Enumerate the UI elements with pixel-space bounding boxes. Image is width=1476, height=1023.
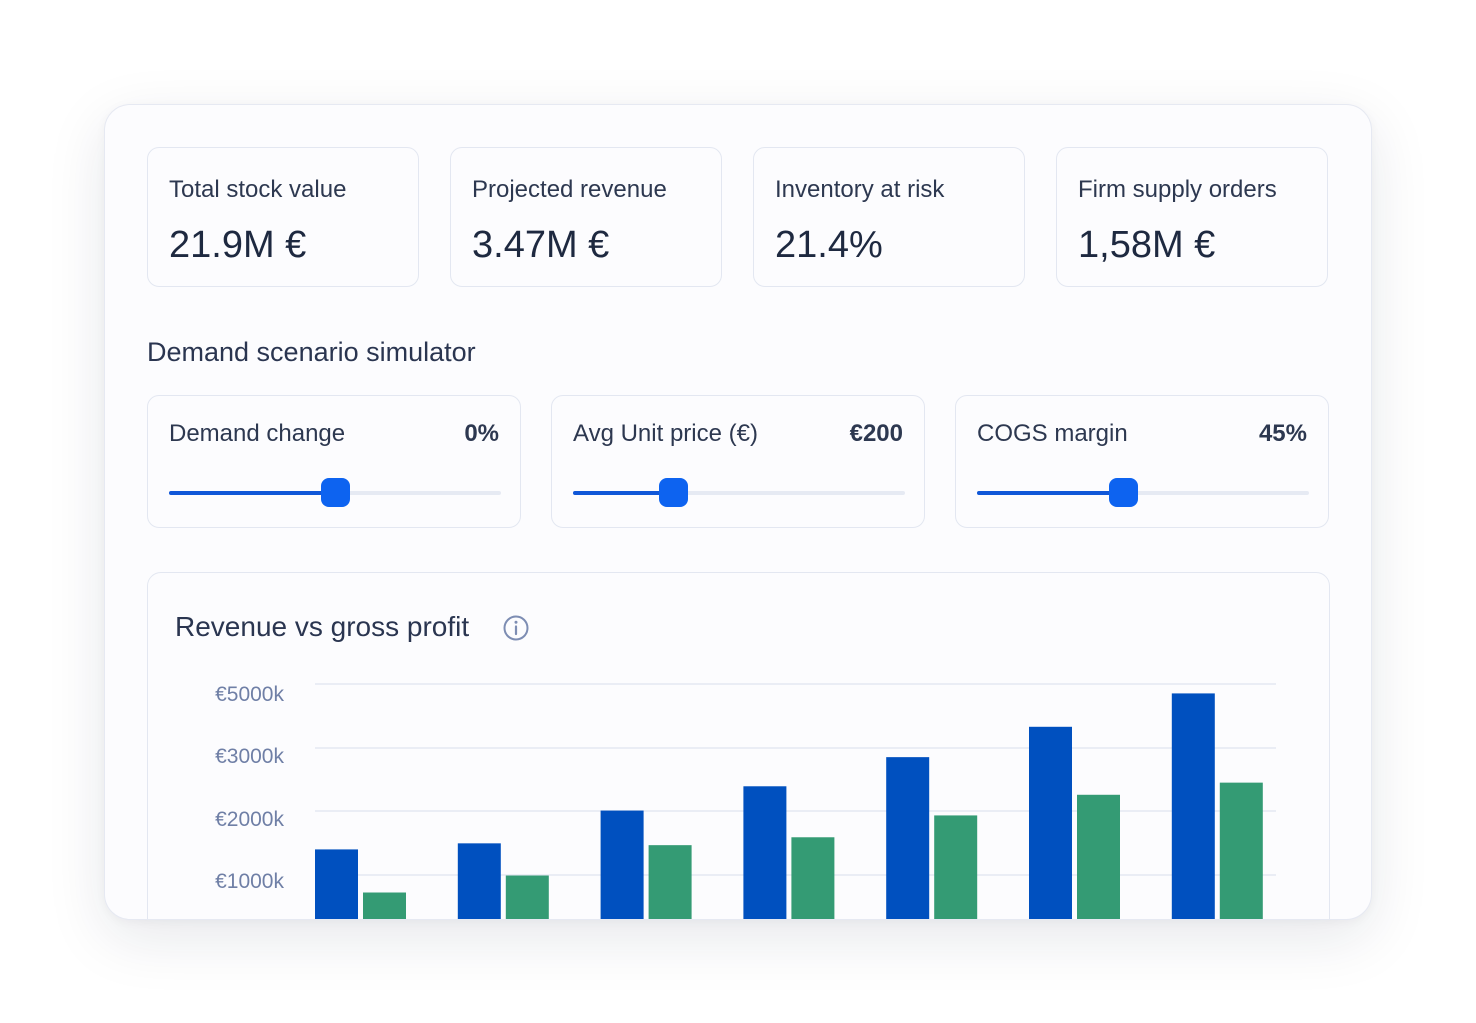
chart-title: Revenue vs gross profit — [175, 611, 470, 642]
revenue-bar — [1171, 693, 1215, 919]
slider-label: COGS margin — [977, 420, 1128, 447]
gross-profit-bar — [648, 845, 692, 919]
slider-value: 0% — [464, 420, 499, 447]
kpi-label: Inventory at risk — [775, 176, 945, 203]
kpi-label: Total stock value — [169, 176, 347, 203]
kpi-value: 21.9M € — [169, 224, 307, 266]
slider-thumb[interactable] — [658, 478, 688, 507]
cogs-margin-slider[interactable] — [977, 478, 1309, 507]
kpi-value: 21.4% — [775, 224, 883, 266]
slider-value: 45% — [1258, 420, 1307, 447]
gross-profit-bar — [1219, 782, 1263, 919]
slider-fill — [977, 491, 1124, 495]
revenue-bar — [457, 843, 501, 919]
revenue-vs-profit-chart: €5000k €3000k €2000k €1000k — [215, 683, 1276, 919]
y-tick-label: €1000k — [215, 870, 284, 893]
slider-card-demand-change: Demand change 0% — [147, 395, 521, 528]
demand-change-slider[interactable] — [169, 478, 501, 507]
revenue-bar — [315, 849, 358, 919]
slider-fill — [573, 491, 673, 495]
kpi-card-inventory-at-risk: Inventory at risk 21.4% — [753, 147, 1025, 287]
kpi-card-firm-supply-orders: Firm supply orders 1,58M € — [1056, 147, 1328, 287]
kpi-label: Firm supply orders — [1078, 176, 1277, 203]
gross-profit-bar — [934, 815, 978, 919]
simulator-title: Demand scenario simulator — [147, 337, 476, 367]
gross-profit-bar — [363, 892, 406, 919]
gross-profit-bar — [791, 837, 835, 919]
revenue-bar — [743, 786, 787, 919]
kpi-value: 1,58M € — [1078, 224, 1216, 266]
revenue-bar — [1029, 726, 1072, 919]
slider-thumb[interactable] — [321, 478, 350, 507]
avg-unit-price-slider[interactable] — [573, 478, 905, 507]
slider-card-cogs-margin: COGS margin 45% — [955, 395, 1329, 528]
slider-thumb[interactable] — [1109, 478, 1139, 507]
dashboard-card: Total stock value 21.9M € Projected reve… — [104, 104, 1372, 920]
kpi-label: Projected revenue — [472, 176, 667, 203]
kpi-value: 3.47M € — [472, 224, 610, 266]
revenue-chart-card: Revenue vs gross profit €5000k €3000k €200… — [147, 572, 1330, 919]
y-tick-label: €2000k — [215, 808, 284, 831]
gross-profit-bar — [505, 875, 549, 919]
info-icon[interactable] — [502, 614, 530, 642]
slider-value: €200 — [849, 420, 903, 447]
kpi-card-total-stock-value: Total stock value 21.9M € — [147, 147, 419, 287]
y-tick-label: €5000k — [215, 683, 284, 706]
y-tick-label: €3000k — [215, 745, 284, 768]
slider-card-avg-unit-price: Avg Unit price (€) €200 — [551, 395, 925, 528]
revenue-bar — [600, 810, 644, 919]
slider-label: Demand change — [169, 420, 346, 447]
gross-profit-bar — [1077, 794, 1120, 919]
revenue-bar — [886, 757, 930, 919]
slider-label: Avg Unit price (€) — [573, 420, 758, 447]
kpi-card-projected-revenue: Projected revenue 3.47M € — [450, 147, 722, 287]
slider-fill — [169, 491, 335, 495]
